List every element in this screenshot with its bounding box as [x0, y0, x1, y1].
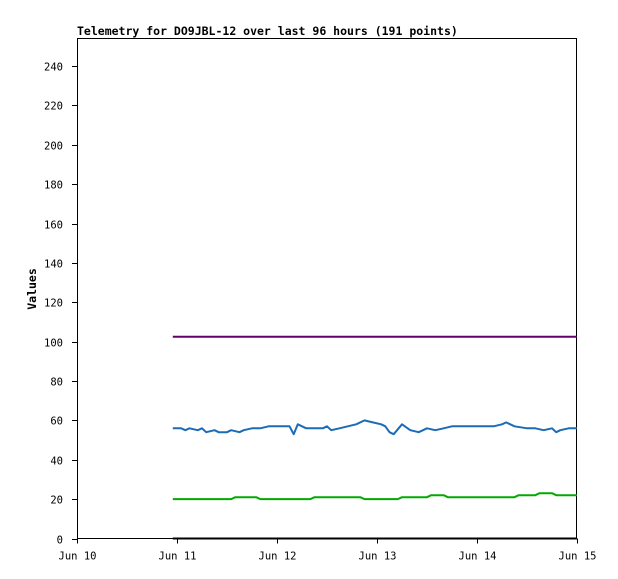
series-layer	[172, 335, 577, 540]
x-tick-label: Jun 13	[359, 551, 397, 563]
y-tick-label: 240	[44, 62, 63, 74]
y-tick-label: 20	[50, 495, 63, 507]
y-tick-label: 80	[50, 377, 63, 389]
y-tick-label: 0	[57, 535, 63, 547]
plot-area-frame	[77, 38, 577, 539]
chart-title: Telemetry for DO9JBL-12 over last 96 hou…	[77, 24, 458, 38]
x-tick-label: Jun 14	[459, 551, 497, 563]
y-tick-label: 140	[44, 259, 63, 271]
y-axis-label: Values	[25, 268, 39, 310]
series-line-3	[172, 492, 577, 501]
y-tick-label: 100	[44, 338, 63, 350]
y-tick-label: 220	[44, 101, 63, 113]
x-tick-label: Jun 15	[559, 551, 597, 563]
y-tick-label: 180	[44, 180, 63, 192]
y-tick-label: 60	[50, 416, 63, 428]
y-tick-label: 160	[44, 220, 63, 232]
y-axis: 0 20 40 60 80 100 120 140 160 180 200 220 240	[44, 62, 77, 547]
y-tick-label: 200	[44, 141, 63, 153]
y-tick-label: 120	[44, 298, 63, 310]
series-line-2	[172, 419, 577, 436]
x-tick-label: Jun 12	[259, 551, 297, 563]
x-tick-label: Jun 10	[59, 551, 97, 563]
x-axis: Jun 10 Jun 11 Jun 12 Jun 13 Jun 14 Jun 15	[59, 538, 597, 563]
y-tick-label: 40	[50, 456, 63, 468]
x-tick-label: Jun 11	[159, 551, 197, 563]
